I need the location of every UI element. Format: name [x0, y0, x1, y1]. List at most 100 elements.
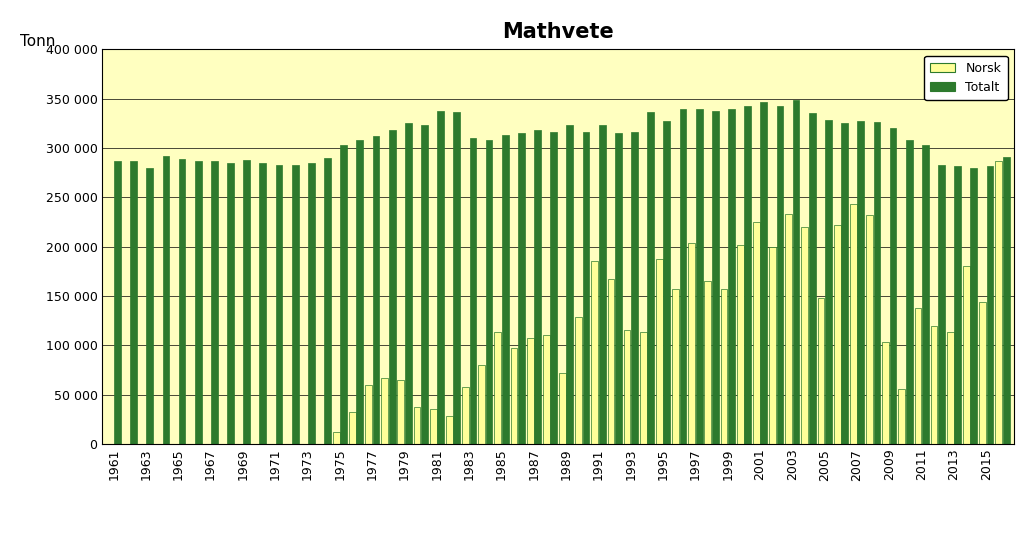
Bar	[381, 378, 388, 444]
Bar	[356, 140, 364, 444]
Bar	[114, 161, 121, 444]
Bar	[366, 385, 372, 444]
Bar	[963, 266, 970, 444]
Bar	[437, 111, 444, 444]
Bar	[802, 227, 808, 444]
Bar	[647, 112, 654, 444]
Bar	[744, 106, 751, 444]
Bar	[728, 109, 735, 444]
Bar	[526, 338, 534, 444]
Bar	[890, 128, 896, 444]
Bar	[986, 165, 993, 444]
Bar	[373, 136, 379, 444]
Bar	[195, 161, 202, 444]
Bar	[672, 289, 679, 444]
Bar	[712, 111, 719, 444]
Bar	[695, 110, 702, 444]
Bar	[502, 135, 509, 444]
Text: Tonn: Tonn	[20, 33, 55, 49]
Bar	[776, 106, 783, 444]
Bar	[866, 215, 872, 444]
Bar	[914, 308, 922, 444]
Bar	[292, 165, 299, 444]
Bar	[308, 163, 314, 444]
Title: Mathvete: Mathvete	[502, 22, 614, 42]
Bar	[478, 365, 485, 444]
Bar	[430, 409, 436, 444]
Bar	[130, 161, 137, 444]
Bar	[340, 145, 347, 444]
Bar	[624, 330, 631, 444]
Bar	[575, 317, 582, 444]
Bar	[559, 373, 566, 444]
Bar	[656, 259, 663, 444]
Bar	[1002, 157, 1010, 444]
Bar	[325, 158, 331, 444]
Bar	[414, 407, 421, 444]
Bar	[511, 348, 517, 444]
Bar	[898, 389, 905, 444]
Bar	[599, 125, 605, 444]
Bar	[995, 161, 1002, 444]
Bar	[389, 130, 395, 444]
Bar	[761, 101, 767, 444]
Bar	[421, 125, 428, 444]
Bar	[721, 289, 727, 444]
Bar	[485, 140, 493, 444]
Bar	[753, 222, 760, 444]
Bar	[640, 333, 646, 444]
Bar	[259, 163, 266, 444]
Bar	[906, 140, 912, 444]
Bar	[857, 121, 864, 444]
Bar	[404, 123, 412, 444]
Bar	[543, 335, 550, 444]
Bar	[825, 121, 831, 444]
Bar	[397, 380, 404, 444]
Bar	[470, 138, 476, 444]
Bar	[535, 130, 541, 444]
Bar	[680, 110, 686, 444]
Bar	[883, 342, 889, 444]
Bar	[454, 112, 460, 444]
Bar	[592, 261, 598, 444]
Bar	[841, 123, 848, 444]
Bar	[163, 156, 169, 444]
Bar	[146, 168, 154, 444]
Bar	[834, 225, 841, 444]
Bar	[462, 387, 469, 444]
Bar	[583, 132, 590, 444]
Bar	[979, 302, 986, 444]
Bar	[211, 161, 218, 444]
Bar	[737, 244, 743, 444]
Bar	[922, 145, 929, 444]
Bar	[518, 133, 524, 444]
Bar	[938, 165, 945, 444]
Bar	[566, 125, 573, 444]
Bar	[785, 214, 792, 444]
Bar	[333, 432, 340, 444]
Bar	[631, 132, 638, 444]
Bar	[688, 243, 695, 444]
Bar	[705, 281, 712, 444]
Bar	[495, 333, 501, 444]
Bar	[873, 122, 881, 444]
Bar	[178, 159, 185, 444]
Bar	[550, 132, 557, 444]
Bar	[971, 168, 977, 444]
Bar	[850, 204, 857, 444]
Bar	[817, 298, 824, 444]
Bar	[227, 163, 233, 444]
Bar	[445, 416, 453, 444]
Bar	[275, 165, 283, 444]
Bar	[793, 100, 800, 444]
Bar	[244, 160, 250, 444]
Bar	[954, 165, 962, 444]
Bar	[809, 113, 816, 444]
Bar	[947, 333, 953, 444]
Bar	[615, 133, 622, 444]
Bar	[931, 326, 938, 444]
Bar	[664, 121, 671, 444]
Bar	[349, 412, 355, 444]
Bar	[769, 247, 776, 444]
Legend: Norsk, Totalt: Norsk, Totalt	[924, 55, 1008, 100]
